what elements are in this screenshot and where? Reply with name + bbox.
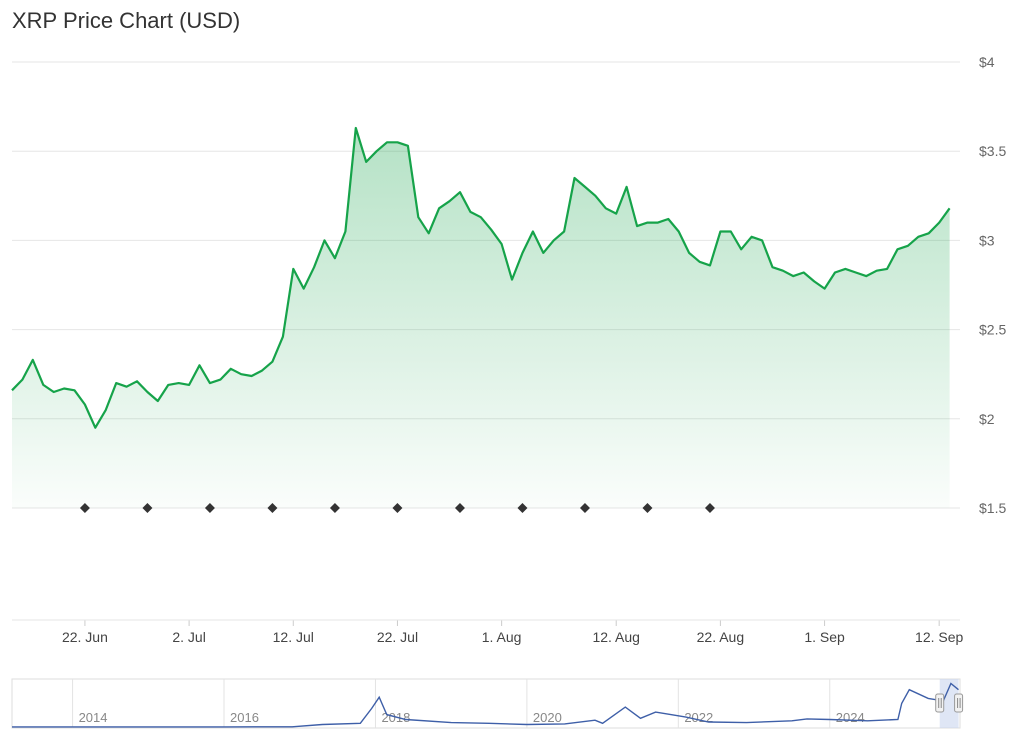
y-tick-label: $2 xyxy=(979,411,995,427)
navigator[interactable]: 2014 2016 2018 2020 2022 2024 xyxy=(11,678,964,729)
y-tick-label: $2.5 xyxy=(979,322,1006,338)
x-tick-label: 2. Jul xyxy=(172,629,205,645)
navigator-handle-left[interactable] xyxy=(935,693,945,713)
x-tick-label: 22. Aug xyxy=(697,629,745,645)
y-tick-label: $3.5 xyxy=(979,143,1006,159)
event-marker[interactable] xyxy=(642,503,653,513)
x-tick-label: 1. Aug xyxy=(482,629,522,645)
event-marker[interactable] xyxy=(329,503,340,513)
x-axis: 22. Jun 2. Jul 12. Jul 22. Jul 1. Aug 12. Aug… xyxy=(62,620,964,645)
y-tick-label: $1.5 xyxy=(979,500,1006,516)
event-marker[interactable] xyxy=(267,503,278,513)
navigator-line xyxy=(12,682,959,728)
event-marker[interactable] xyxy=(392,503,403,513)
x-tick-label: 22. Jul xyxy=(377,629,418,645)
navigator-frame xyxy=(11,678,961,729)
event-marker[interactable] xyxy=(454,503,465,513)
y-tick-label: $4 xyxy=(979,54,995,70)
y-tick-label: $3 xyxy=(979,232,995,248)
navigator-year-label: 2014 xyxy=(79,710,108,725)
price-line[interactable] xyxy=(11,126,951,429)
event-marker[interactable] xyxy=(142,503,153,513)
event-marker[interactable] xyxy=(79,503,90,513)
chart-title: XRP Price Chart (USD) xyxy=(12,8,241,33)
y-axis: $1.5 $2 $2.5 $3 $3.5 $4 xyxy=(979,54,1006,516)
event-markers xyxy=(79,503,715,513)
x-tick-label: 12. Jul xyxy=(273,629,314,645)
event-marker[interactable] xyxy=(704,503,715,513)
x-tick-label: 12. Sep xyxy=(915,629,963,645)
x-tick-label: 22. Jun xyxy=(62,629,108,645)
event-marker[interactable] xyxy=(579,503,590,513)
x-tick-label: 12. Aug xyxy=(592,629,640,645)
navigator-year-label: 2020 xyxy=(533,710,562,725)
navigator-year-label: 2024 xyxy=(836,710,865,725)
navigator-handle-right[interactable] xyxy=(954,693,964,713)
navigator-year-label: 2016 xyxy=(230,710,259,725)
event-marker[interactable] xyxy=(204,503,215,513)
price-area-fill xyxy=(12,128,950,508)
event-marker[interactable] xyxy=(517,503,528,513)
x-tick-label: 1. Sep xyxy=(804,629,845,645)
navigator-selected-range[interactable] xyxy=(939,679,959,728)
